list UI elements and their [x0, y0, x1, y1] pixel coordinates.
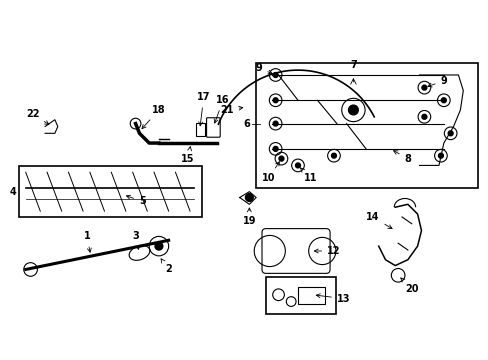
Text: 21: 21 [220, 105, 242, 115]
Text: 12: 12 [314, 246, 340, 256]
Text: 20: 20 [400, 278, 418, 294]
Circle shape [331, 153, 336, 158]
Circle shape [438, 153, 443, 158]
Bar [297, 287, 325, 305]
Text: 13: 13 [316, 294, 350, 303]
Circle shape [441, 98, 446, 103]
Text: 3: 3 [132, 231, 140, 249]
Text: 9: 9 [255, 63, 272, 74]
Text: 14: 14 [366, 212, 391, 229]
Circle shape [273, 147, 278, 151]
Text: 10: 10 [262, 162, 279, 183]
Bar [196, 123, 204, 136]
Text: 19: 19 [242, 208, 256, 226]
Text: 7: 7 [349, 60, 356, 70]
Text: 4: 4 [10, 187, 17, 197]
Circle shape [155, 242, 163, 250]
Circle shape [348, 105, 358, 115]
Text: 17: 17 [197, 93, 210, 126]
Circle shape [447, 131, 452, 136]
Circle shape [273, 98, 278, 103]
Bar [265, 277, 335, 314]
Circle shape [245, 194, 253, 201]
Circle shape [273, 121, 278, 126]
Text: 18: 18 [142, 105, 165, 129]
Text: 2: 2 [161, 259, 172, 274]
Circle shape [295, 163, 300, 168]
Text: 5: 5 [126, 195, 145, 206]
Text: 22: 22 [26, 109, 49, 125]
Circle shape [273, 73, 278, 77]
Text: 11: 11 [300, 168, 317, 183]
Bar [256, 63, 477, 188]
Circle shape [421, 114, 426, 119]
Bar [19, 166, 201, 217]
Text: 15: 15 [181, 147, 194, 163]
Text: 16: 16 [214, 95, 229, 123]
Circle shape [279, 156, 284, 161]
Text: 8: 8 [393, 151, 410, 163]
Text: 9: 9 [427, 76, 447, 87]
Text: 6: 6 [243, 118, 249, 129]
Circle shape [421, 85, 426, 90]
Text: 1: 1 [83, 231, 91, 252]
